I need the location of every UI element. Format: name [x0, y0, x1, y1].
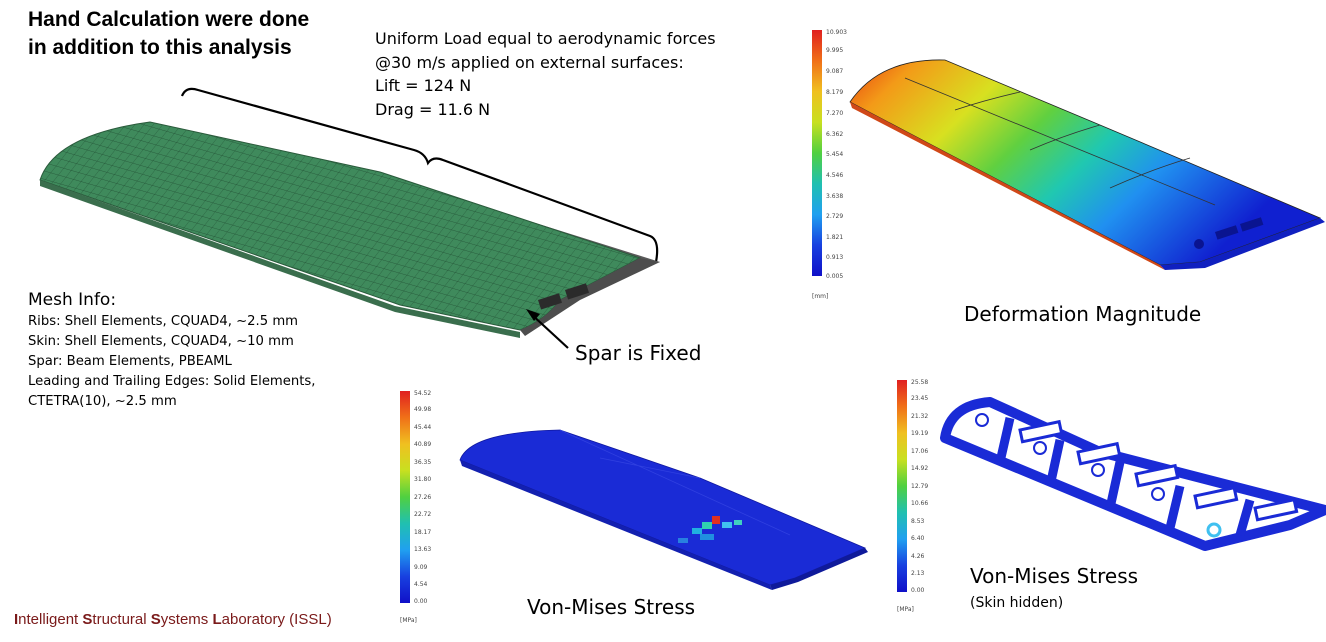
stress-skin-tick: 19.19: [911, 430, 929, 437]
hand-calculation-note: Hand Calculation were done in addition t…: [28, 6, 368, 62]
stress-tick: 22.72: [414, 511, 432, 518]
stress-tick: 27.26: [414, 494, 432, 501]
stress-skin-caption: Von-Mises Stress: [970, 564, 1139, 588]
deformation-tick: 9.087: [826, 68, 844, 75]
deformation-tick: 4.546: [826, 172, 844, 179]
stress-skin-tick: 0.00: [911, 587, 925, 594]
mesh-info: Mesh Info: Ribs: Shell Elements, CQUAD4,…: [28, 288, 315, 412]
stress-tick: 13.63: [414, 546, 432, 553]
footer-initial-s2: S: [150, 611, 161, 628]
deformation-tick: 7.270: [826, 110, 844, 117]
footer-initial-i: I: [14, 611, 19, 628]
mesh-line-edges: Leading and Trailing Edges: Solid Elemen…: [28, 374, 316, 389]
deformation-unit: [mm]: [812, 293, 829, 300]
lift-value: Lift = 124 N: [375, 76, 472, 95]
stress-skin-tick: 4.26: [911, 553, 925, 560]
deformation-caption: Deformation Magnitude: [964, 302, 1202, 326]
load-line-1: Uniform Load equal to aerodynamic forces: [375, 29, 716, 48]
deformation-tick: 0.913: [826, 254, 844, 261]
deformation-tick: 0.005: [826, 273, 844, 280]
stress-tick: 49.98: [414, 406, 432, 413]
footer-initial-s: S: [82, 611, 93, 628]
mesh-line-spar: Spar: Beam Elements, PBEAML: [28, 354, 232, 369]
load-description: Uniform Load equal to aerodynamic forces…: [375, 27, 716, 121]
deformation-tick: 5.454: [826, 151, 844, 158]
stress-skin-tick: 21.32: [911, 413, 929, 420]
stress-skin-tick: 12.79: [911, 483, 929, 490]
stress-skin-tick: 25.58: [911, 379, 929, 386]
skin-hidden-note: (Skin hidden): [970, 595, 1064, 611]
stress-skin-tick: 8.53: [911, 518, 925, 525]
deformation-tick: 1.821: [826, 234, 844, 241]
mesh-line-skin: Skin: Shell Elements, CQUAD4, ~10 mm: [28, 334, 294, 349]
load-line-2: @30 m/s applied on external surfaces:: [375, 52, 684, 72]
deformation-tick: 8.179: [826, 89, 844, 96]
stress-tick: 0.00: [414, 598, 428, 605]
footer-text: ntelligent: [18, 611, 83, 628]
lab-footer: Intelligent Structural Systems Laborator…: [14, 611, 332, 628]
deformation-color-scale: 10.903 9.995 9.087 8.179 7.270 6.362 5.4…: [812, 30, 852, 300]
deformation-tick: 2.729: [826, 213, 844, 220]
title-line-2: in addition to this analysis: [28, 36, 292, 59]
stress-skin-unit: [MPa]: [897, 606, 914, 613]
drag-value: Drag = 11.6 N: [375, 99, 491, 119]
deformation-tick: 6.362: [826, 131, 844, 138]
stress-skin-tick: 23.45: [911, 395, 929, 402]
stress-tick: 54.52: [414, 390, 432, 397]
stress-skin-color-scale: 25.58 23.45 21.32 19.19 17.06 14.92 12.7…: [897, 380, 937, 618]
title-line-1: Hand Calculation were done: [28, 8, 310, 31]
stress-tick: 9.09: [414, 564, 428, 571]
stress-skin-tick: 14.92: [911, 465, 929, 472]
stress-tick: 18.17: [414, 529, 432, 536]
mesh-line-ribs: Ribs: Shell Elements, CQUAD4, ~2.5 mm: [28, 314, 299, 329]
stress-tick: 4.54: [414, 581, 428, 588]
stress-tick: 36.35: [414, 459, 432, 466]
stress-tick: 40.89: [414, 441, 432, 448]
footer-text: tructural: [92, 611, 151, 628]
stress-skin-tick: 6.40: [911, 535, 925, 542]
footer-text: ystems: [160, 611, 213, 628]
mesh-line-ctetra: CTETRA(10), ~2.5 mm: [28, 394, 177, 409]
stress-skin-tick: 10.66: [911, 500, 929, 507]
footer-text: aboratory (ISSL): [221, 611, 332, 628]
stress-tick: 31.80: [414, 476, 432, 483]
stress-skin-tick: 2.13: [911, 570, 925, 577]
spar-fixed-label: Spar is Fixed: [575, 341, 702, 365]
mesh-info-heading: Mesh Info:: [28, 290, 117, 310]
footer-initial-l: L: [212, 611, 222, 628]
stress-caption: Von-Mises Stress: [527, 595, 696, 619]
stress-color-scale: 54.52 49.98 45.44 40.89 36.35 31.80 27.2…: [400, 391, 440, 629]
deformation-tick: 9.995: [826, 47, 844, 54]
stress-unit: [MPa]: [400, 617, 417, 624]
deformation-tick: 3.638: [826, 193, 844, 200]
stress-tick: 45.44: [414, 424, 432, 431]
deformation-tick: 10.903: [826, 29, 847, 36]
stress-skin-tick: 17.06: [911, 448, 929, 455]
